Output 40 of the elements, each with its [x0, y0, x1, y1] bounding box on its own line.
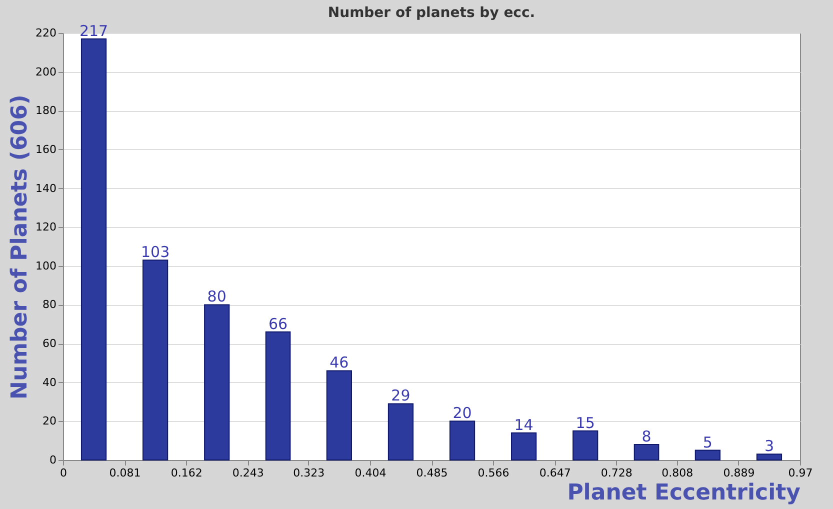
data-label: 20 — [452, 404, 472, 422]
x-tick-label: 0.97 — [788, 466, 813, 480]
x-tick-label: 0.243 — [232, 466, 264, 480]
data-label: 103 — [140, 243, 170, 262]
data-label: 14 — [514, 416, 534, 434]
data-label: 46 — [330, 354, 349, 372]
x-tick-label: 0.728 — [600, 466, 632, 480]
y-tick-label: 80 — [42, 298, 56, 312]
data-label: 217 — [79, 22, 108, 40]
y-tick-label: 60 — [42, 337, 56, 350]
y-tick-label: 140 — [36, 182, 56, 195]
x-axis-title: Planet Eccentricity — [567, 480, 800, 506]
y-tick-label: 120 — [36, 220, 56, 234]
data-label: 3 — [764, 437, 774, 456]
y-tick-label: 40 — [42, 376, 56, 389]
x-tick-label: 0.566 — [478, 466, 510, 480]
data-label: 5 — [702, 433, 712, 452]
y-tick-label: 160 — [36, 142, 56, 156]
x-tick-label: 0.647 — [539, 466, 571, 480]
x-tick-label: 0.889 — [723, 466, 755, 480]
chart-title: Number of planets by ecc. — [328, 4, 536, 21]
data-label: 80 — [207, 288, 226, 306]
x-tick-label: 0 — [60, 466, 67, 480]
y-tick-label: 100 — [36, 259, 56, 272]
y-tick-label: 220 — [36, 26, 56, 40]
x-tick-label: 0.404 — [354, 466, 386, 480]
y-tick-label: 0 — [50, 454, 56, 466]
y-axis-title: Number of Planets (606) — [8, 94, 33, 400]
y-tick-label: 20 — [42, 414, 56, 428]
x-tick-label: 0.162 — [170, 466, 202, 480]
y-tick-label: 200 — [36, 65, 56, 78]
data-label: 8 — [642, 427, 652, 446]
data-label: 66 — [268, 314, 288, 333]
x-tick-label: 0.081 — [109, 466, 141, 480]
data-label: 15 — [576, 414, 595, 432]
y-tick-label: 180 — [36, 104, 56, 118]
data-label: 29 — [391, 386, 410, 405]
x-tick-label: 0.323 — [293, 466, 325, 480]
x-tick-label: 0.808 — [662, 466, 694, 480]
x-tick-label: 0.485 — [416, 466, 448, 480]
